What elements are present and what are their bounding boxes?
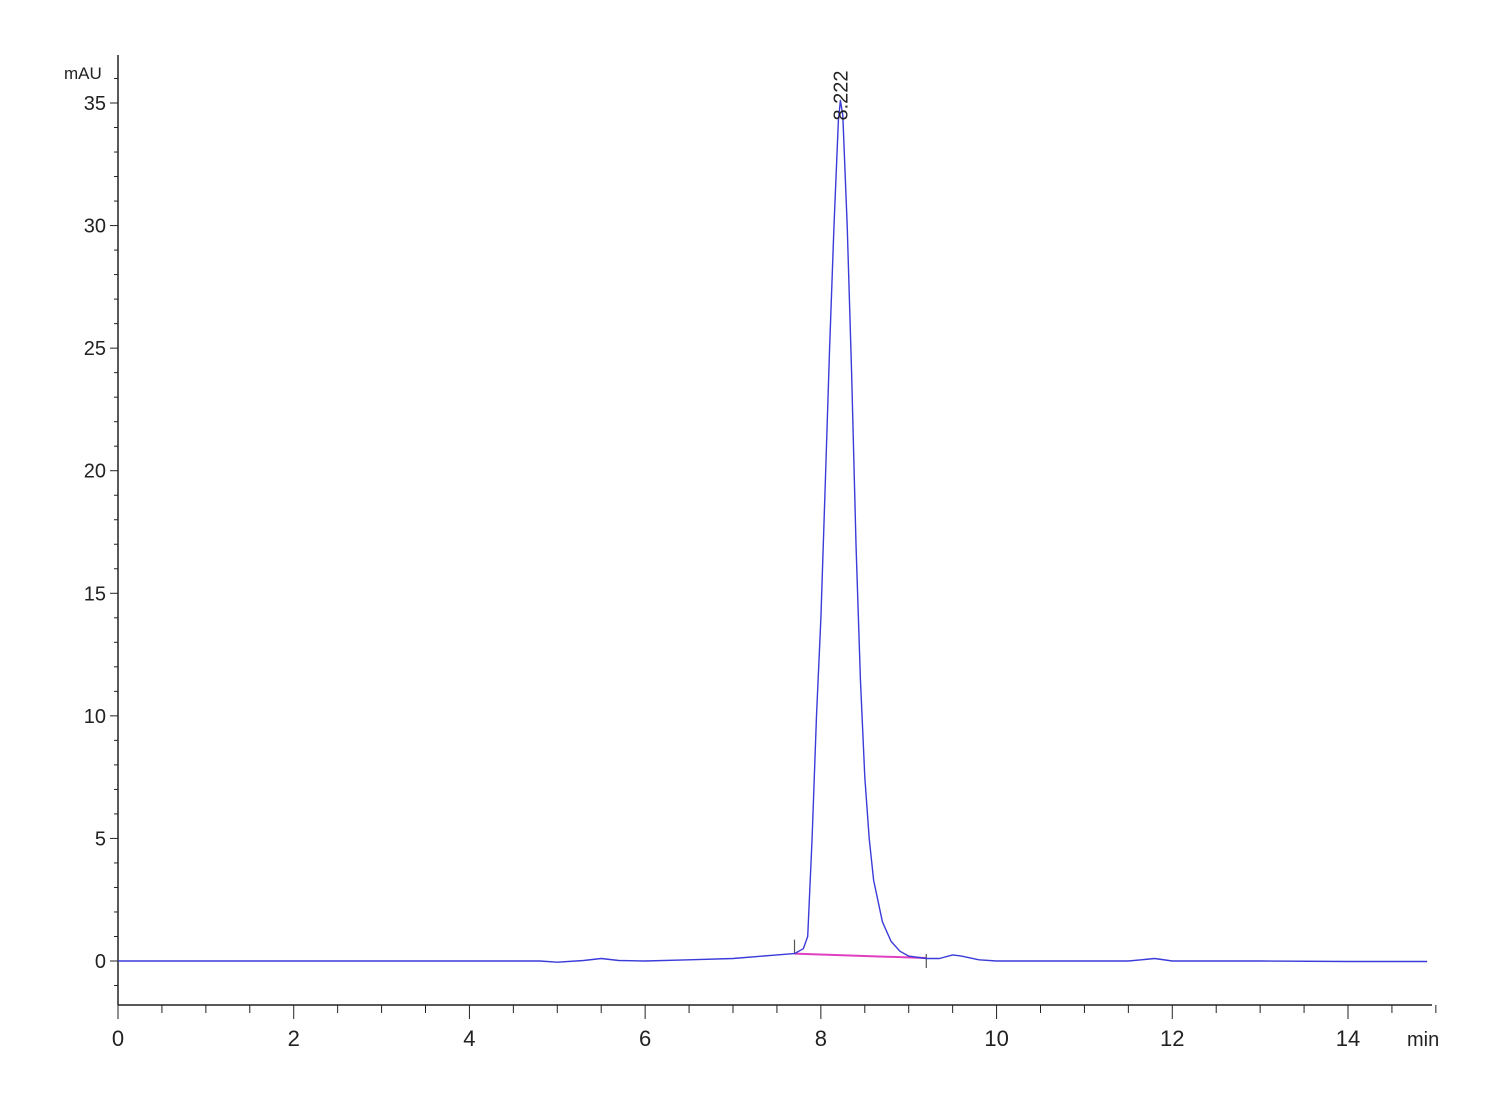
y-tick-label: 5	[95, 828, 106, 850]
x-axis-label: min	[1407, 1029, 1439, 1051]
x-tick-label: 10	[984, 1026, 1008, 1051]
y-tick-label: 15	[84, 583, 106, 605]
x-tick-label: 0	[112, 1026, 124, 1051]
x-tick-label: 14	[1336, 1026, 1360, 1051]
y-axis-label: mAU	[64, 64, 102, 83]
plot-area: 8.222	[118, 70, 1428, 969]
x-tick-label: 4	[463, 1026, 475, 1051]
x-tick-label: 12	[1160, 1026, 1184, 1051]
y-tick-label: 0	[95, 951, 106, 973]
y-tick-label: 35	[84, 93, 106, 115]
integration-baseline	[794, 952, 927, 960]
chromatogram-trace	[118, 99, 1428, 963]
x-tick-label: 8	[815, 1026, 827, 1051]
axes: 0 5 10 15 20 25 30 35 0 2 4 6 8 10 12 14	[84, 55, 1437, 1051]
y-tick-label: 20	[84, 461, 106, 483]
y-tick-label: 30	[84, 216, 106, 238]
y-tick-label: 25	[84, 338, 106, 360]
x-tick-label: 6	[639, 1026, 651, 1051]
y-tick-label: 10	[84, 706, 106, 728]
x-tick-label: 2	[288, 1026, 300, 1051]
peak-label: 8.222	[830, 70, 852, 120]
